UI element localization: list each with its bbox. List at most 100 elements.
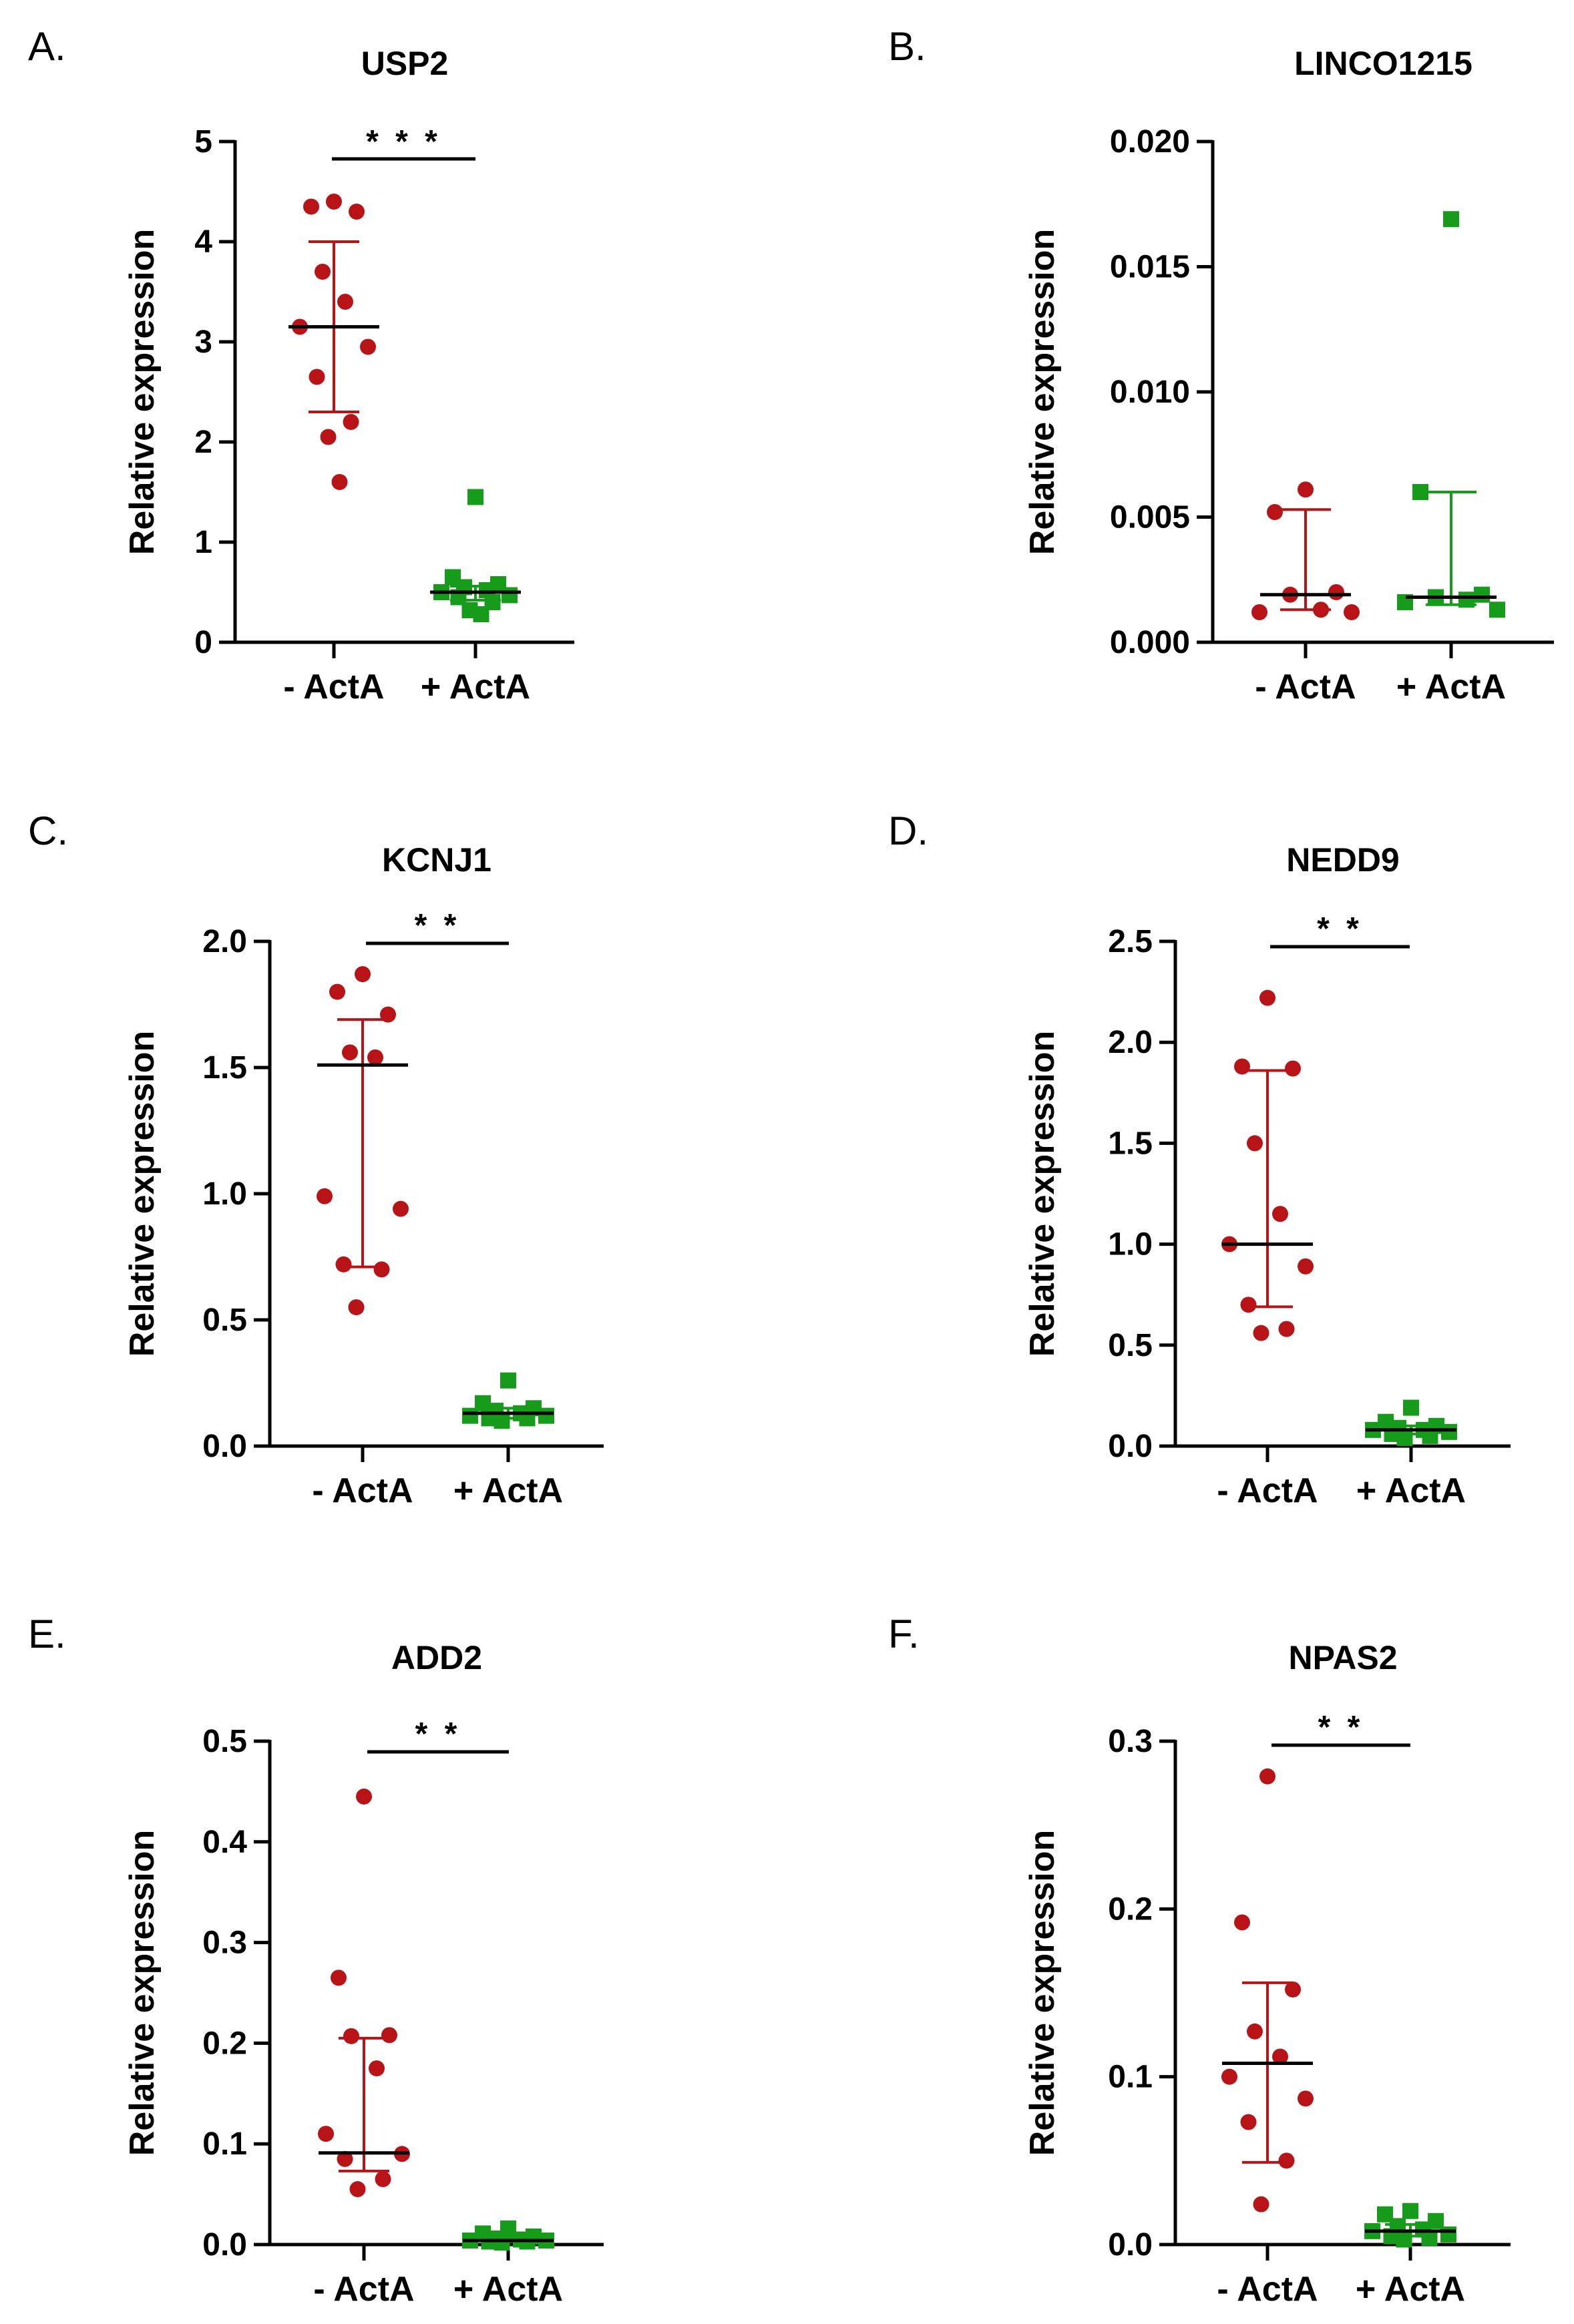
x-category-label: - ActA bbox=[313, 2270, 414, 2309]
chart-panel-2: B. LINCO1215 0.000 0.005 0.010 0.015 0.020 Rela… bbox=[888, 24, 1554, 706]
y-tick-label: 0.2 bbox=[1108, 1891, 1153, 1927]
x-category-label: - ActA bbox=[1217, 1471, 1318, 1510]
data-point-square bbox=[462, 1407, 478, 1424]
data-point-circle bbox=[1328, 584, 1344, 600]
panel-letter: C. bbox=[28, 808, 68, 853]
series-plus-acta bbox=[430, 489, 521, 622]
data-point-circle bbox=[356, 1788, 372, 1805]
y-tick-label: 0.5 bbox=[1108, 1328, 1153, 1363]
chart-panel-1: A. USP2 0 1 2 3 4 5 Relative expression - ActA + A… bbox=[28, 24, 574, 706]
x-category-label: + ActA bbox=[1356, 2270, 1465, 2309]
data-point-circle bbox=[320, 429, 337, 445]
data-point-circle bbox=[342, 1044, 358, 1061]
data-point-square bbox=[473, 606, 489, 622]
data-point-square bbox=[467, 489, 483, 505]
y-tick-label: 2.5 bbox=[1108, 924, 1153, 959]
data-point-circle bbox=[1298, 2090, 1314, 2107]
data-point-circle bbox=[331, 1969, 347, 1986]
data-point-circle bbox=[303, 198, 319, 215]
data-point-circle bbox=[373, 1261, 390, 1278]
x-category-label: + ActA bbox=[421, 668, 530, 706]
data-point-square bbox=[538, 1407, 554, 1424]
data-point-square bbox=[1396, 1429, 1413, 1446]
data-point-circle bbox=[348, 1299, 365, 1316]
data-point-circle bbox=[1278, 2152, 1295, 2169]
data-point-circle bbox=[1253, 2196, 1269, 2213]
significance-stars: * * bbox=[1318, 1710, 1364, 1745]
chart-title: NPAS2 bbox=[1288, 1639, 1397, 1676]
data-point-circle bbox=[309, 369, 325, 385]
data-point-square bbox=[1474, 586, 1490, 603]
data-point-circle bbox=[360, 338, 376, 355]
y-tick-label: 1.0 bbox=[202, 1176, 247, 1212]
series-minus-acta bbox=[1221, 1768, 1314, 2213]
panel-letter: F. bbox=[888, 1612, 920, 1656]
data-point-circle bbox=[1247, 2023, 1263, 2040]
y-tick-label: 1.0 bbox=[1108, 1227, 1153, 1262]
chart-title: KCNJ1 bbox=[382, 841, 491, 879]
data-point-square bbox=[500, 1372, 516, 1389]
x-category-label: + ActA bbox=[1396, 668, 1506, 706]
y-axis-label: Relative expression bbox=[1023, 1830, 1062, 2156]
data-point-circle bbox=[367, 1049, 383, 1066]
series-plus-acta bbox=[1365, 1399, 1457, 1446]
data-point-circle bbox=[393, 1200, 409, 1217]
series-plus-acta bbox=[1397, 211, 1505, 618]
x-category-label: - ActA bbox=[312, 1471, 413, 1510]
data-point-circle bbox=[369, 2060, 385, 2077]
data-point-circle bbox=[1259, 1768, 1275, 1785]
chart-title: NEDD9 bbox=[1286, 841, 1399, 879]
data-point-circle bbox=[1278, 1321, 1295, 1337]
y-tick-label: 0.1 bbox=[202, 2126, 247, 2162]
x-category-label: + ActA bbox=[1356, 1471, 1466, 1510]
data-point-square bbox=[1443, 211, 1459, 228]
y-tick-label: 0.2 bbox=[202, 2026, 247, 2061]
series-minus-acta bbox=[318, 1788, 410, 2198]
panel-letter: A. bbox=[28, 24, 66, 69]
series-plus-acta bbox=[1364, 2202, 1456, 2248]
data-point-circle bbox=[1253, 1325, 1269, 1341]
data-point-square bbox=[1441, 1423, 1457, 1440]
panel-letter: D. bbox=[888, 808, 928, 853]
chart-panel-6: F. NPAS2 0.0 0.1 0.2 0.3 Relative expression - … bbox=[888, 1612, 1511, 2309]
data-point-circle bbox=[337, 2150, 353, 2167]
data-point-circle bbox=[329, 983, 345, 1000]
chart-title: LINCO1215 bbox=[1294, 45, 1472, 82]
data-point-square bbox=[494, 2234, 510, 2251]
y-tick-label: 0.020 bbox=[1110, 124, 1190, 160]
data-point-circle bbox=[380, 1006, 396, 1023]
data-point-circle bbox=[343, 414, 359, 430]
data-point-circle bbox=[1221, 2068, 1237, 2085]
x-category-label: - ActA bbox=[283, 668, 384, 706]
y-axis-label: Relative expression bbox=[123, 1031, 162, 1357]
y-tick-label: 3 bbox=[194, 324, 212, 360]
data-point-circle bbox=[331, 474, 348, 490]
data-point-circle bbox=[355, 966, 371, 983]
data-point-circle bbox=[337, 294, 353, 310]
series-minus-acta bbox=[288, 194, 379, 490]
y-tick-label: 0.3 bbox=[1108, 1724, 1153, 1759]
data-point-circle bbox=[1285, 1060, 1301, 1077]
data-point-circle bbox=[343, 2028, 359, 2044]
y-axis-label: Relative expression bbox=[123, 1830, 162, 2156]
data-point-circle bbox=[375, 2170, 391, 2187]
x-category-label: - ActA bbox=[1217, 2270, 1318, 2309]
y-tick-label: 0.0 bbox=[1108, 1429, 1153, 1464]
data-point-circle bbox=[1285, 1981, 1301, 1998]
significance-stars: * * bbox=[415, 1716, 461, 1752]
data-point-circle bbox=[1298, 1258, 1314, 1274]
y-tick-label: 0.5 bbox=[202, 1724, 247, 1759]
y-axis-label: Relative expression bbox=[1023, 1031, 1062, 1357]
y-tick-label: 0.015 bbox=[1110, 250, 1190, 285]
data-point-square bbox=[1458, 592, 1474, 608]
y-tick-label: 2.0 bbox=[1108, 1025, 1153, 1060]
y-axis-label: Relative expression bbox=[123, 229, 162, 555]
x-category-label: + ActA bbox=[453, 1471, 563, 1510]
panel-letter: B. bbox=[888, 24, 926, 69]
data-point-circle bbox=[1272, 1206, 1288, 1222]
y-tick-label: 1.5 bbox=[1108, 1126, 1153, 1161]
data-point-circle bbox=[317, 1188, 333, 1204]
data-point-circle bbox=[1251, 604, 1267, 620]
data-point-circle bbox=[318, 2126, 334, 2142]
y-tick-label: 1 bbox=[194, 525, 212, 560]
